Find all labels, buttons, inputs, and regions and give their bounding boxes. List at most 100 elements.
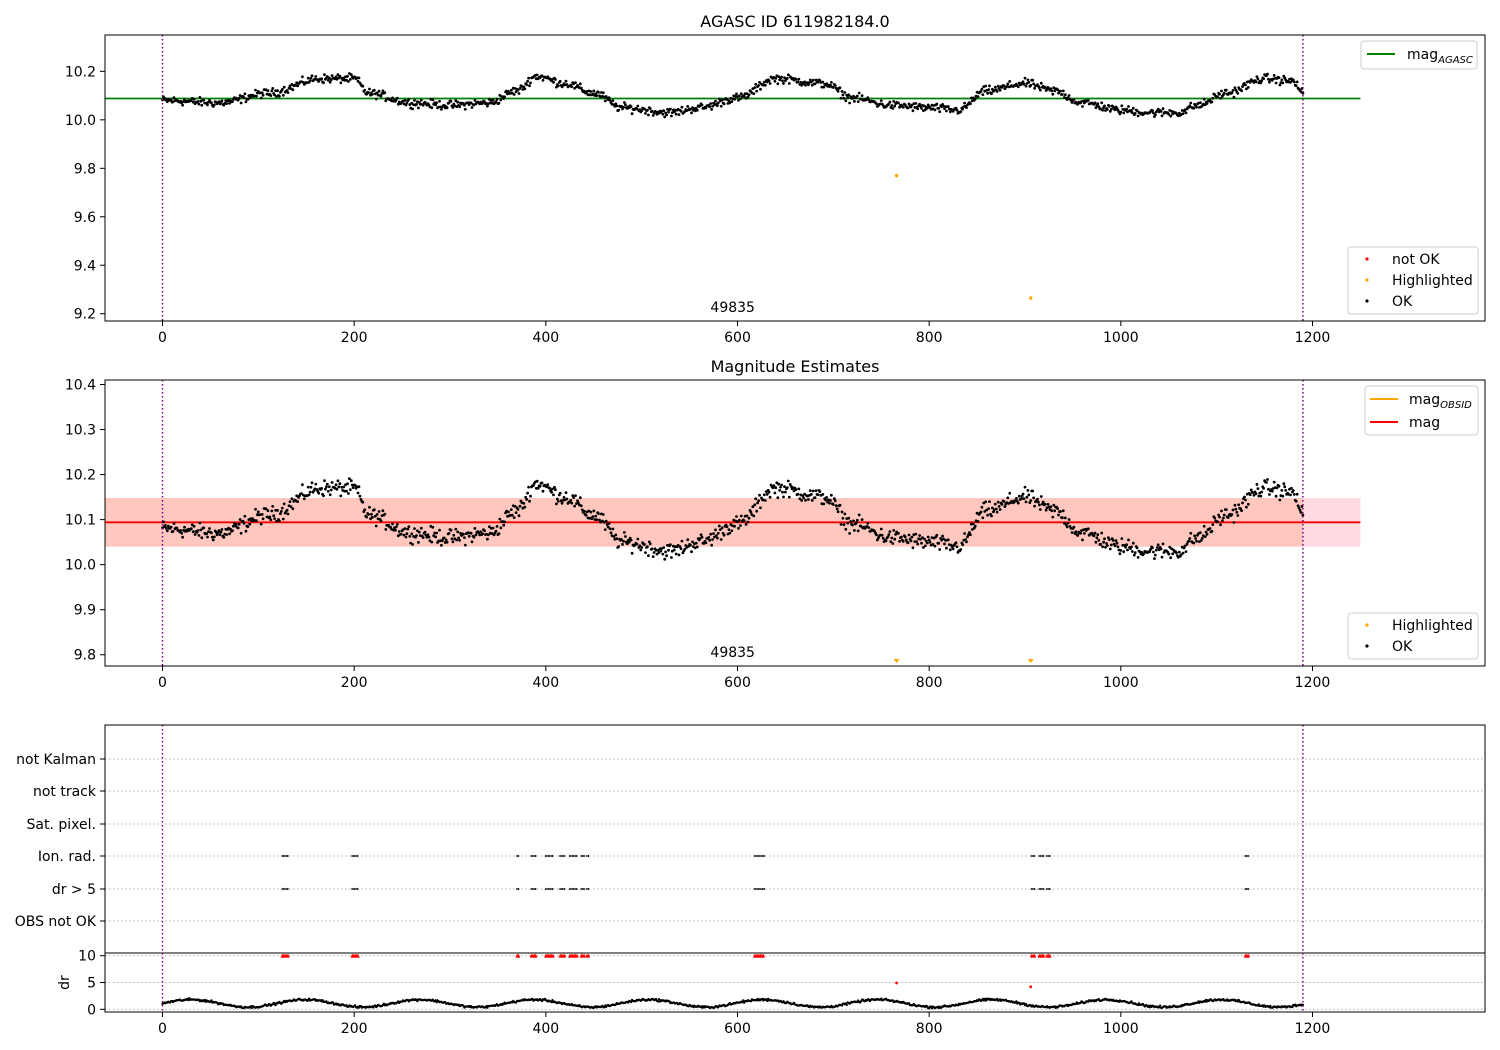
ok-point (804, 83, 807, 87)
ok-point (323, 479, 326, 482)
ok-point (1184, 111, 1188, 115)
ok-point (193, 533, 197, 536)
ok-point (1254, 80, 1258, 84)
ok-point (1094, 540, 1098, 544)
ok-point (430, 540, 434, 544)
dr-outlier (895, 981, 898, 985)
legend-mag-obsid-label: magOBSID (1409, 392, 1472, 411)
ok-point (933, 544, 937, 548)
ok-point (434, 103, 437, 107)
ok-point (259, 522, 263, 526)
ok-point (421, 103, 425, 107)
ok-point (242, 521, 246, 525)
ok-point (1135, 109, 1139, 113)
ok-point (518, 87, 522, 90)
ok-point (1020, 494, 1024, 498)
ok-point (1006, 496, 1010, 500)
ok-point (959, 110, 963, 114)
ok-point (879, 99, 883, 102)
ok-point (829, 499, 832, 502)
ok-point (402, 533, 406, 537)
ok-point (1024, 84, 1028, 88)
agasc-magnitude-panel: AGASC ID 611982184.0 49835 0 200 400 600 800… (65, 12, 1486, 346)
ok-point (814, 489, 818, 492)
ok-point (1297, 506, 1301, 510)
ok-point (694, 106, 698, 110)
ok-point (440, 543, 443, 547)
ok-point (286, 512, 290, 516)
ok-point (1220, 89, 1223, 93)
ok-point (1037, 500, 1040, 504)
p1-xtick-label-5: 1000 (1103, 330, 1139, 346)
ok-point (1268, 493, 1271, 496)
ok-point (417, 541, 420, 544)
ok-point (370, 512, 373, 516)
flag-points (281, 854, 1250, 891)
ok-point (1072, 98, 1076, 101)
ok-point (983, 510, 987, 513)
ok-point (256, 510, 260, 514)
ok-point (1019, 497, 1023, 501)
ok-point (430, 106, 434, 110)
ok-point (968, 531, 971, 534)
ok-point (528, 499, 531, 503)
ok-point (1181, 551, 1185, 555)
ok-point (570, 501, 574, 505)
ok-point (670, 114, 673, 118)
ok-point (463, 107, 467, 111)
ok-point (711, 538, 714, 541)
dr-points (161, 997, 1305, 1010)
legend-not-ok-label: not OK (1392, 252, 1440, 268)
ok-point (237, 522, 241, 526)
ok-point (712, 532, 715, 535)
ok-point (202, 526, 206, 530)
ok-point (200, 536, 204, 540)
legend-ok-label: OK (1392, 294, 1413, 310)
ok-point (483, 100, 486, 103)
ok-point (248, 522, 252, 526)
panel2-title: Magnitude Estimates (711, 357, 880, 376)
ok-point (595, 94, 598, 98)
ok-point (964, 538, 967, 541)
ok-point (536, 486, 540, 490)
ok-point (680, 539, 684, 543)
ok-point (296, 84, 299, 88)
ok-point (601, 513, 605, 516)
ok-point (1108, 110, 1112, 113)
ok-point (368, 87, 371, 91)
ok-point (444, 538, 448, 542)
ok-point (1222, 513, 1226, 517)
ok-point (455, 538, 459, 542)
ok-point (525, 498, 529, 501)
ok-point (442, 536, 446, 540)
ok-point (1181, 112, 1185, 115)
ok-point (179, 529, 183, 532)
ok-point (1160, 114, 1164, 118)
ok-point (1029, 83, 1033, 87)
ok-point (356, 79, 360, 83)
ok-point (347, 80, 350, 83)
ok-point (197, 102, 201, 106)
ok-point (811, 489, 815, 493)
ok-point (1130, 550, 1134, 553)
ok-point (473, 527, 477, 530)
ok-point (689, 543, 692, 547)
ok-point (820, 502, 824, 506)
dr-gt-5-point (575, 887, 578, 891)
ok-point (648, 542, 652, 546)
dr-ytick-label-0: 0 (87, 1002, 96, 1018)
ok-point (722, 533, 726, 537)
p1-ytick-label-4: 10.0 (65, 113, 96, 129)
ok-point (597, 512, 600, 515)
ok-point (273, 517, 276, 520)
ok-point (836, 510, 840, 514)
ok-point (310, 74, 314, 78)
ok-point (210, 101, 213, 105)
ok-point (498, 517, 502, 521)
dr-clipped-marker (533, 953, 538, 958)
ok-point (636, 104, 640, 108)
ok-point (900, 535, 903, 539)
ok-point (413, 527, 416, 530)
ok-point (503, 95, 506, 99)
ok-point (540, 481, 544, 485)
